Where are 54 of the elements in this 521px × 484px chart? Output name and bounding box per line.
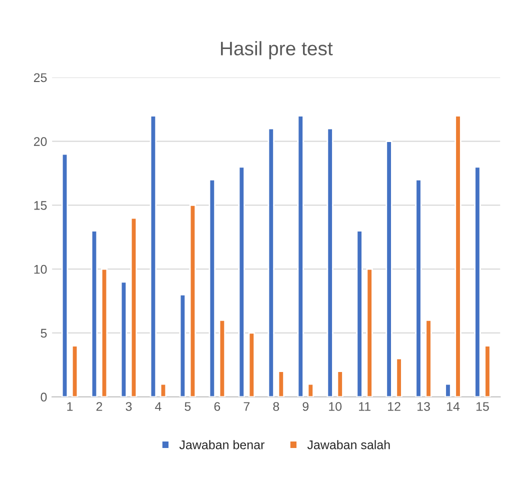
y-tick-label: 25	[34, 73, 47, 82]
x-tick-label: 15	[476, 402, 489, 411]
bar	[160, 383, 167, 397]
bar	[297, 115, 304, 397]
bar	[130, 217, 138, 397]
legend-label: Jawaban salah	[307, 440, 390, 450]
bar	[307, 383, 314, 397]
x-tick-label: 3	[126, 402, 132, 411]
bar	[326, 128, 334, 397]
x-tick-label: 8	[273, 402, 280, 411]
x-tick-label: 10	[329, 402, 342, 411]
x-tick-label: 9	[302, 402, 308, 411]
x-tick-label: 7	[244, 402, 250, 411]
chart-title: Hasil pre test	[220, 41, 333, 60]
bar	[415, 178, 422, 397]
x-tick-label: 5	[184, 402, 191, 411]
x-tick-label: 14	[447, 402, 460, 411]
bar	[248, 332, 256, 397]
bar	[218, 320, 226, 397]
y-tick-label: 15	[34, 201, 47, 210]
bar	[179, 294, 186, 397]
legend-label: Jawaban benar	[179, 440, 264, 450]
bar	[238, 166, 245, 397]
bar	[336, 370, 344, 397]
bar	[474, 166, 481, 397]
bar	[484, 345, 491, 397]
y-tick-label: 10	[34, 264, 47, 274]
x-tick-label: 11	[359, 402, 370, 411]
bar	[356, 230, 363, 397]
x-tick-label: 4	[155, 402, 162, 411]
bar	[396, 358, 402, 397]
bar	[268, 128, 274, 397]
bar	[366, 268, 373, 397]
bar	[61, 153, 68, 397]
x-tick-label: 12	[388, 402, 400, 411]
bar	[100, 268, 108, 397]
bar	[425, 320, 432, 397]
y-tick-label: 5	[40, 328, 47, 338]
bar	[120, 281, 128, 397]
x-tick-label: 2	[96, 402, 102, 411]
bar	[150, 115, 157, 397]
y-tick-label: 20	[34, 137, 47, 146]
y-tick-label: 0	[40, 392, 47, 402]
bar	[208, 178, 216, 397]
bar	[278, 370, 284, 397]
bar	[386, 140, 392, 397]
x-tick-label: 6	[214, 402, 220, 411]
bar	[71, 345, 78, 397]
x-tick-label: 13	[418, 402, 430, 411]
bar	[189, 204, 196, 397]
x-tick-label: 1	[67, 402, 73, 411]
bar	[444, 383, 452, 397]
bar	[90, 230, 98, 397]
bar	[454, 115, 462, 397]
